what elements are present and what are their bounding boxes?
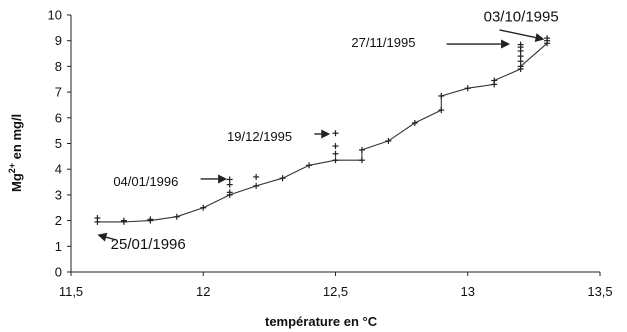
data-point [517,53,524,60]
y-tick-label: 6 [55,110,62,125]
y-tick-label: 0 [55,265,62,280]
x-tick-label: 12,5 [323,284,348,299]
data-point [332,150,339,157]
annotation-arrow [105,236,117,241]
data-point [411,119,418,126]
data-point [491,77,498,84]
data-point [332,143,339,150]
y-tick-label: 5 [55,136,62,151]
data-point [200,204,207,211]
y-tick-label: 2 [55,213,62,228]
y-tick-label: 1 [55,239,62,254]
data-point [253,182,260,189]
data-point [358,146,365,153]
y-tick-label: 8 [55,59,62,74]
annotations: 03/10/1995 27/11/1995 19/12/1995 04/01/1996… [97,8,559,253]
y-tick-label: 10 [48,8,62,23]
arrowhead [218,174,228,184]
annotation-label: 19/12/1995 [227,129,292,144]
data-point [517,63,524,70]
data-point [438,107,445,114]
y-tick-label: 3 [55,187,62,202]
data-point [464,85,471,92]
annotation-label: 04/01/1996 [113,174,178,189]
arrowhead [534,33,545,42]
arrowhead [97,232,108,242]
annotation-arrow [499,29,536,39]
data-point [173,213,180,220]
date-annotation: 25/01/1996 [97,232,186,253]
annotation-label: 27/11/1995 [351,35,415,50]
data-point [226,181,233,188]
data-point [438,92,445,99]
data-point [226,176,233,183]
y-axis-title-base: Mg [9,173,24,192]
x-tick-label: 13,5 [587,284,612,299]
data-point [94,215,101,222]
y-axis-title-sup: 2+ [7,163,17,173]
arrowhead [501,39,511,49]
data-point [306,162,313,169]
data-point [279,175,286,182]
x-tick-label: 11,5 [59,284,83,299]
markers [94,35,551,225]
data-point [517,58,524,65]
annotation-label: 03/10/1995 [484,8,559,25]
date-annotation: 19/12/1995 [227,129,331,144]
data-point [517,41,524,48]
data-point [332,157,339,164]
date-annotation: 27/11/1995 [351,35,511,50]
date-annotation: 03/10/1995 [484,8,559,42]
annotation-label: 25/01/1996 [111,236,186,253]
y-tick-label: 7 [55,85,62,100]
y-axis-title-rest: en mg/l [9,114,24,163]
data-point [226,189,233,196]
y-ticks: 0 1 2 3 4 5 6 7 8 9 10 [48,8,71,280]
data-point [147,216,154,223]
y-axis-title: Mg2+ en mg/l [7,114,24,192]
x-ticks: 11,5 12 12,5 13 13,5 [59,272,613,299]
x-tick-label: 12 [196,284,210,299]
date-annotation: 04/01/1996 [113,174,228,189]
data-point [120,217,127,224]
y-tick-label: 4 [55,162,62,177]
x-tick-label: 13 [461,284,475,299]
arrowhead [321,129,331,139]
data-point [332,130,339,137]
y-tick-label: 9 [55,33,62,48]
data-point [358,157,365,164]
x-axis-title: température en °C [265,314,378,329]
data-point [385,137,392,144]
data-point [544,35,551,42]
data-point [253,173,260,180]
